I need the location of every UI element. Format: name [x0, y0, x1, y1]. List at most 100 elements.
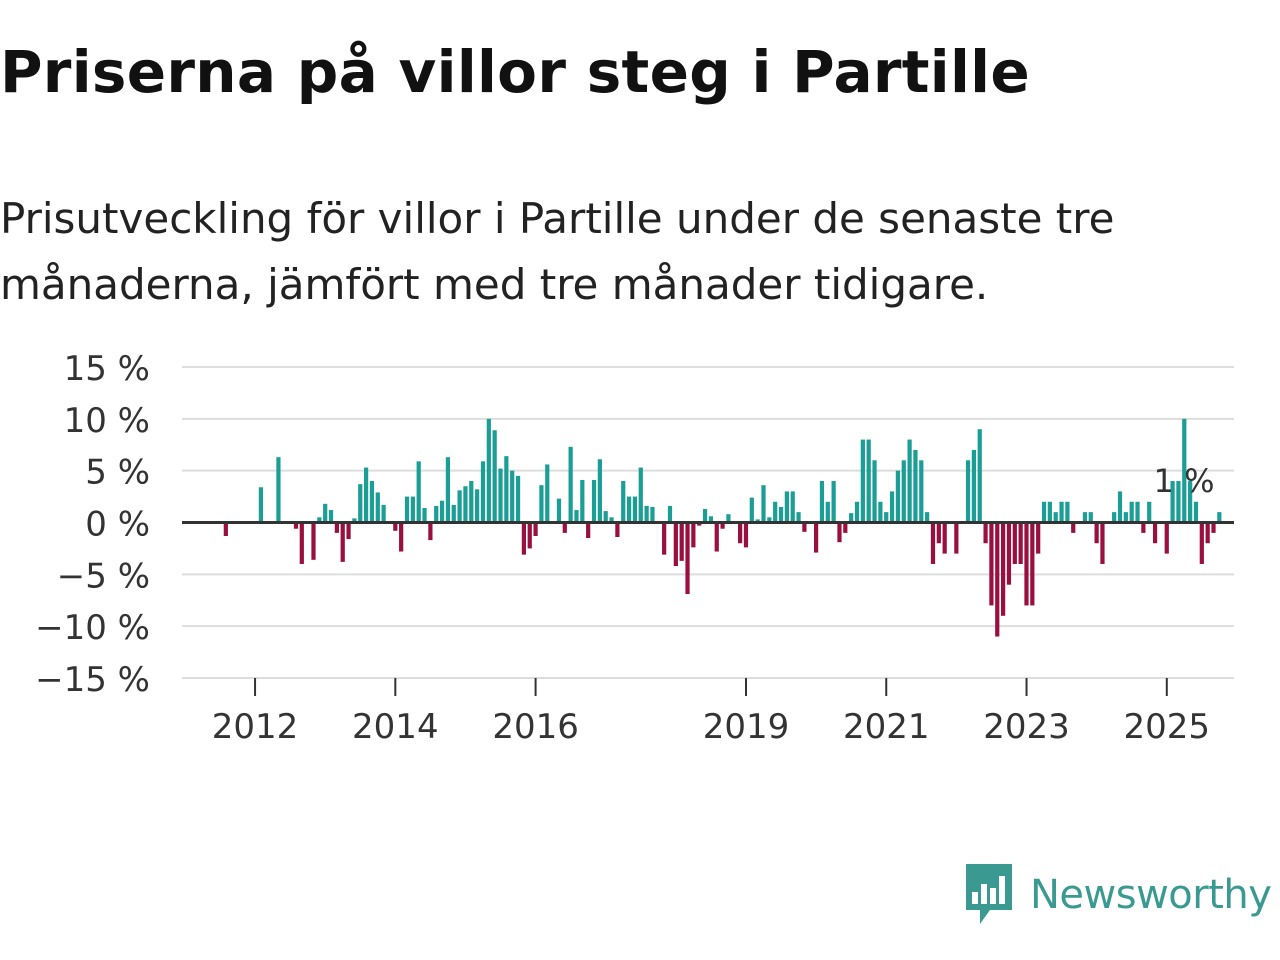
bar: [866, 439, 871, 523]
bar: [293, 522, 299, 529]
bar: [1135, 501, 1140, 523]
bar: [1001, 522, 1006, 616]
bar: [854, 501, 860, 523]
bar: [1217, 512, 1222, 523]
brand-name: Newsworthy: [1030, 872, 1272, 918]
bar: [720, 522, 725, 529]
bar: [504, 456, 509, 523]
bar: [621, 481, 626, 523]
bar: [1030, 522, 1035, 606]
bar: [463, 486, 468, 523]
x-tick-label: 2019: [703, 707, 790, 747]
bar: [667, 505, 673, 523]
bar: [1024, 522, 1029, 606]
x-axis-labels: 2012 2014 2016 2019 2021 2023 2025: [212, 678, 1210, 747]
bar: [702, 509, 708, 523]
bar: [1012, 522, 1017, 564]
bar: [884, 512, 889, 523]
bar: [527, 522, 532, 549]
bar: [813, 522, 819, 553]
bar: [586, 522, 591, 539]
y-tick-label: −10 %: [35, 608, 150, 648]
y-tick-label: −5 %: [57, 556, 150, 596]
bar: [872, 460, 877, 523]
bar: [708, 516, 714, 523]
bar: [942, 522, 947, 554]
bar: [644, 505, 649, 523]
bar: [895, 470, 901, 523]
bar: [1041, 501, 1047, 523]
bar: [258, 487, 263, 523]
bar: [983, 522, 988, 544]
bar: [662, 522, 667, 555]
bars: [223, 418, 1222, 637]
bar: [334, 522, 339, 533]
bar: [562, 522, 567, 533]
bar: [1082, 512, 1088, 523]
bar: [399, 522, 404, 552]
bar: [393, 522, 398, 531]
bar: [925, 512, 930, 523]
newsworthy-logo-icon: [966, 864, 1012, 924]
bar: [422, 507, 427, 523]
bar: [1123, 512, 1128, 523]
bar: [626, 496, 632, 523]
bar: [515, 475, 521, 523]
bar: [469, 481, 474, 523]
bar: [913, 449, 918, 523]
bar: [375, 492, 380, 523]
bar: [673, 522, 678, 567]
x-tick-label: 2023: [983, 707, 1070, 747]
x-tick-label: 2016: [492, 707, 579, 747]
bar: [445, 457, 451, 523]
y-tick-label: 10 %: [64, 401, 150, 441]
bar: [1170, 481, 1175, 523]
bar: [691, 522, 696, 548]
bar: [1205, 522, 1210, 544]
bar: [609, 517, 614, 523]
bar: [632, 496, 638, 523]
bar: [743, 522, 749, 548]
bar: [556, 498, 562, 523]
bar: [784, 491, 789, 523]
bar: [1112, 512, 1117, 523]
bar: [837, 522, 842, 543]
bar: [346, 522, 351, 540]
bar: [1071, 522, 1076, 533]
bar: [457, 490, 462, 523]
bar: [1129, 501, 1134, 523]
y-tick-label: 5 %: [85, 453, 150, 493]
bar: [597, 459, 602, 523]
bar: [369, 481, 375, 523]
bar: [1117, 491, 1123, 523]
bar: [685, 522, 690, 595]
bar: [796, 512, 801, 523]
bar: [878, 501, 883, 523]
bar: [410, 496, 415, 523]
bar: [714, 522, 719, 552]
bar: [755, 519, 760, 523]
bar: [1047, 501, 1052, 523]
bar: [521, 522, 526, 555]
y-tick-label: 15 %: [64, 349, 150, 389]
bar: [849, 513, 854, 523]
bar: [480, 461, 486, 523]
bar: [1182, 418, 1187, 523]
bar: [977, 429, 982, 523]
chart-subtitle: Prisutveckling för villor i Partille und…: [0, 194, 1115, 309]
last-value-label: 1 %: [1154, 462, 1215, 500]
x-tick-label: 2021: [843, 707, 930, 747]
x-tick-label: 2012: [212, 707, 299, 747]
bar: [340, 522, 345, 562]
bar: [498, 468, 503, 523]
bar: [492, 430, 497, 523]
bar: [317, 517, 322, 523]
bar: [819, 481, 825, 523]
bar: [697, 522, 702, 526]
bar: [778, 506, 784, 523]
bar: [726, 514, 731, 523]
x-tick-label: 2025: [1124, 707, 1211, 747]
bar: [989, 522, 994, 606]
annotations: 1 %: [1154, 462, 1215, 500]
bar: [971, 449, 976, 523]
